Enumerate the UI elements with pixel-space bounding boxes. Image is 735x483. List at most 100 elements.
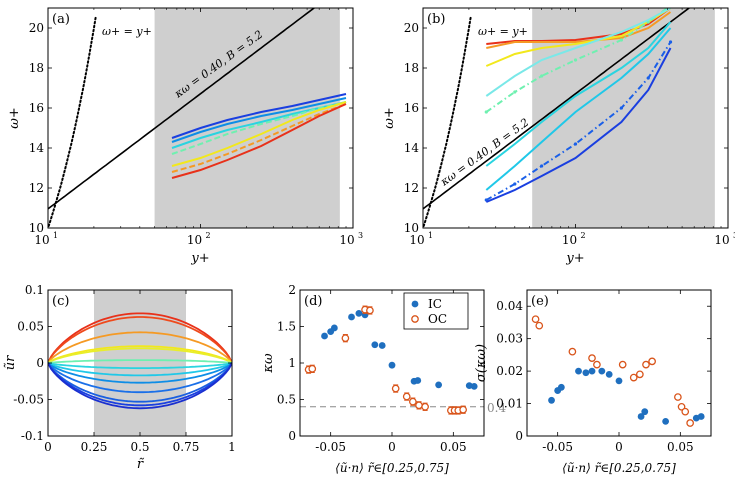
series-marker xyxy=(513,90,517,94)
y-tick-label: 0.04 xyxy=(496,299,523,313)
data-point-ic xyxy=(321,332,328,340)
data-point-oc xyxy=(366,306,374,315)
plot-area-b xyxy=(423,8,715,228)
series-line xyxy=(171,93,347,139)
annotation-viscous: ω+ = y+ xyxy=(102,25,152,38)
series-line xyxy=(485,8,671,97)
series-marker xyxy=(513,182,517,186)
data-point-ic xyxy=(575,367,582,375)
data-point-ic xyxy=(355,309,363,317)
data-point-oc xyxy=(618,360,627,369)
series-line xyxy=(171,103,347,173)
x-axis-label: r̃ xyxy=(137,457,145,472)
series-marker xyxy=(619,38,624,42)
x-tick-label: 0.05 xyxy=(667,440,694,454)
y-axis-label: ũr xyxy=(3,355,18,370)
x-tick-label: 0.25 xyxy=(81,440,108,454)
series-marker xyxy=(646,76,650,80)
y-tick-label: 18 xyxy=(29,61,44,75)
viscous-line xyxy=(423,14,472,227)
data-point-ic xyxy=(557,383,565,391)
data-point-ic xyxy=(414,377,422,384)
profile-line xyxy=(48,345,232,364)
data-point-oc xyxy=(648,357,656,366)
y-axis-label: ω+ xyxy=(382,107,397,129)
series-line xyxy=(171,103,347,179)
profile-line xyxy=(48,362,232,403)
plot-area-d xyxy=(300,305,484,415)
data-point-oc xyxy=(593,360,601,369)
series-line xyxy=(486,11,672,49)
data-point-oc xyxy=(421,402,429,411)
x-tick-label: 10 xyxy=(34,233,49,247)
data-point-oc xyxy=(409,397,417,406)
profile-line xyxy=(48,362,232,384)
panel-label: (e) xyxy=(531,294,549,309)
y-tick-label: 0.02 xyxy=(496,364,523,378)
annotation-loglaw: κω = 0.40, B = 5.2 xyxy=(437,116,531,189)
x-tick-exp: 3 xyxy=(733,231,735,240)
y-tick-label: 2 xyxy=(288,283,296,297)
panel-e: -0.05 0 0.05 0 0.01 0.02 0.03 0.04 (e) ⟨ũ·n⟩ r̃∈[… xyxy=(474,289,712,475)
y-tick-label: 10 xyxy=(404,221,419,235)
panel-label: (b) xyxy=(427,12,445,27)
series-marker xyxy=(668,40,673,44)
y-tick-label: 12 xyxy=(29,181,44,195)
data-point-ic xyxy=(662,418,670,425)
data-point-ic xyxy=(330,324,338,332)
profile-line xyxy=(48,362,232,394)
series-marker xyxy=(573,142,578,146)
y-tick-label: 1 xyxy=(288,356,296,370)
panel-label: (c) xyxy=(52,294,69,309)
series-line xyxy=(171,101,347,155)
data-point-oc xyxy=(681,407,690,416)
x-tick-label: 1 xyxy=(228,440,236,454)
reference-line-label: 0.4 xyxy=(487,401,506,415)
series-marker xyxy=(573,58,578,62)
profile-line xyxy=(48,362,232,407)
legend-marker-oc xyxy=(411,315,419,323)
x-tick-label: 0.75 xyxy=(173,440,200,454)
data-point-oc xyxy=(674,393,682,401)
data-point-ic xyxy=(388,361,396,369)
y-tick-label: 0.01 xyxy=(496,397,523,411)
x-axis-label: y+ xyxy=(190,251,209,266)
log-law-line xyxy=(423,8,691,210)
y-tick-label: 16 xyxy=(404,101,419,115)
series-line xyxy=(171,101,347,167)
y-tick-label: 0.5 xyxy=(277,393,296,407)
y-tick-label: 0.1 xyxy=(25,283,44,297)
y-tick-label: 0 xyxy=(36,356,44,370)
viscous-line xyxy=(48,14,97,227)
y-tick-label: 14 xyxy=(29,141,45,155)
y-tick-label: 16 xyxy=(29,101,44,115)
x-tick-exp: 2 xyxy=(206,231,211,240)
y-tick-label: -0.05 xyxy=(13,393,44,407)
data-point-oc xyxy=(391,384,400,393)
series-marker xyxy=(484,110,488,114)
y-tick-label: 0 xyxy=(515,429,523,443)
data-point-oc xyxy=(588,354,596,362)
data-point-oc xyxy=(531,315,540,324)
y-tick-label: 20 xyxy=(29,21,44,35)
series-marker xyxy=(540,164,544,168)
x-axis-label: ⟨ũ·n⟩ r̃∈[0.25,0.75] xyxy=(335,461,449,475)
data-point-oc xyxy=(686,419,694,427)
y-tick-label: -0.1 xyxy=(21,429,44,443)
series-line xyxy=(485,27,672,191)
data-point-oc xyxy=(677,402,686,411)
data-point-ic xyxy=(605,370,613,378)
data-point-oc xyxy=(415,401,423,410)
profile-line xyxy=(48,316,232,364)
x-tick-label: 10 xyxy=(714,233,729,247)
y-axis-label: σ(κω) xyxy=(474,344,489,382)
panel-b: 10 1 10 2 10 3 10 12 14 16 18 20 (b) ω+ = y+ κω = 0.40… xyxy=(382,7,735,266)
x-tick-label: 0 xyxy=(615,440,623,454)
log-law-line xyxy=(48,8,316,210)
series-line xyxy=(171,97,347,143)
panel-label: (d) xyxy=(304,294,322,309)
plot-area-a xyxy=(48,8,347,228)
y-tick-label: 1.5 xyxy=(277,320,296,334)
profile-line xyxy=(48,362,232,410)
plot-area-e xyxy=(531,315,705,427)
